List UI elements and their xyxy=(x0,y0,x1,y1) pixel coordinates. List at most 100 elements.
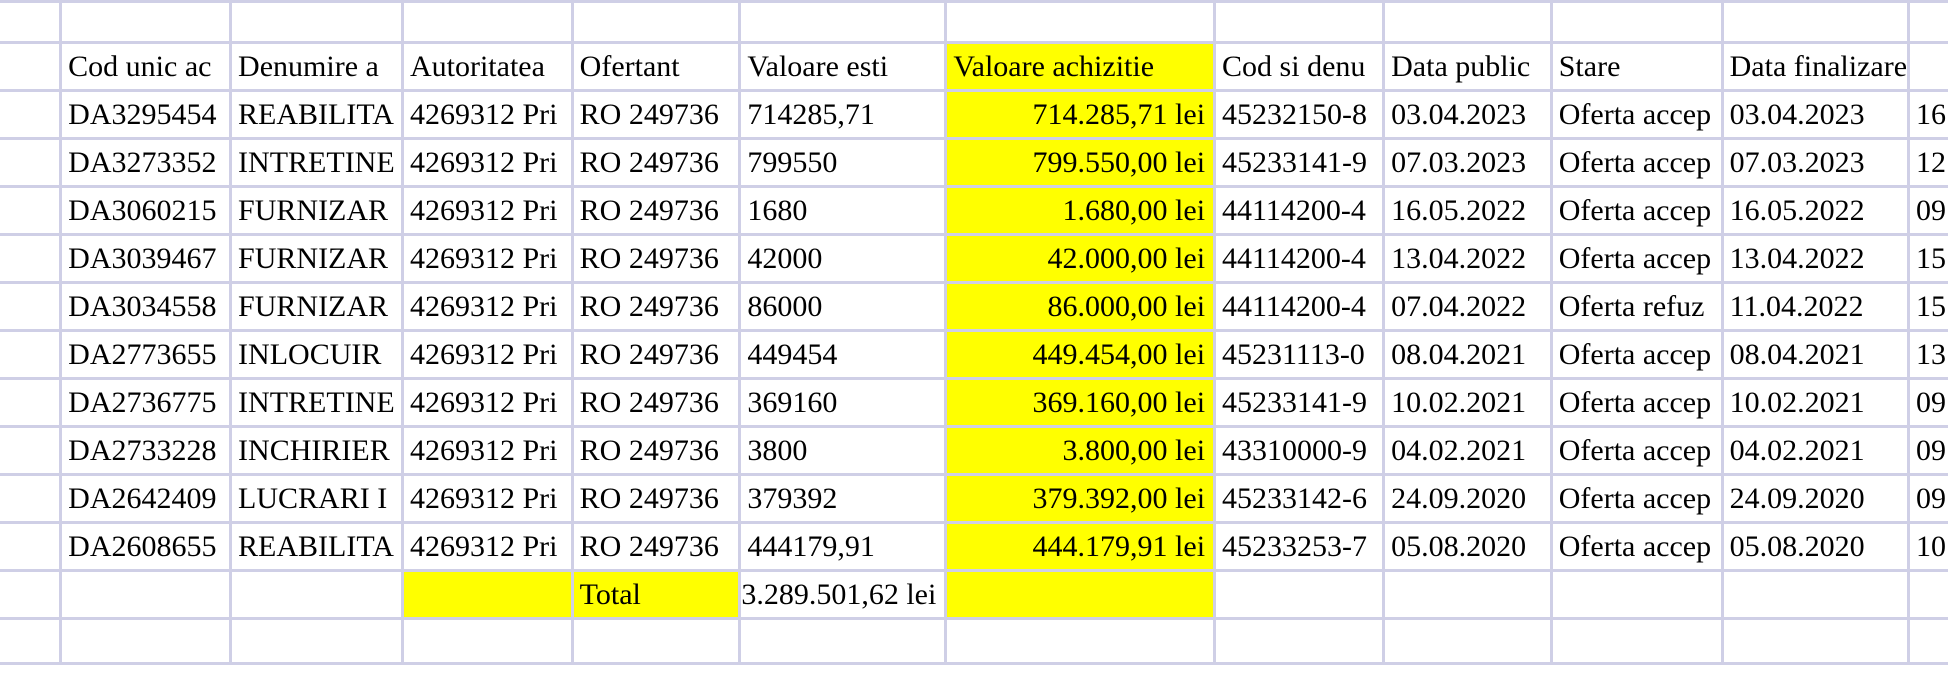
cell-cod-cpv[interactable]: 44114200-4 xyxy=(1213,281,1386,332)
row-header-cell[interactable] xyxy=(0,0,63,44)
cell-data-publicare[interactable]: 13.04.2022 xyxy=(1382,233,1553,284)
cell-data-finalizare[interactable]: 13.04.2022 xyxy=(1720,233,1911,284)
cell-data-publicare[interactable]: 10.02.2021 xyxy=(1382,377,1553,428)
cell-autoritatea[interactable]: 4269312 Pri xyxy=(400,329,574,380)
cell[interactable] xyxy=(229,0,404,44)
cell-valoare-estimata[interactable]: 449454 xyxy=(738,329,948,380)
cell-next[interactable]: 13 xyxy=(1907,329,1948,380)
cell[interactable] xyxy=(1720,569,1911,620)
cell[interactable] xyxy=(738,617,948,665)
cell-next[interactable]: 09 xyxy=(1907,473,1948,524)
cell-ofertant[interactable]: RO 249736 xyxy=(570,89,742,140)
cell-next[interactable]: 12 xyxy=(1907,137,1948,188)
cell-data-publicare[interactable]: 04.02.2021 xyxy=(1382,425,1553,476)
cell-data-finalizare[interactable]: 03.04.2023 xyxy=(1720,89,1911,140)
cell-autoritatea[interactable]: 4269312 Pri xyxy=(400,137,574,188)
cell-valoare-achizitie[interactable]: 449.454,00 lei xyxy=(944,329,1217,380)
cell[interactable] xyxy=(1720,0,1911,44)
header-cell-denumire[interactable]: Denumire a xyxy=(229,41,404,92)
cell-autoritatea[interactable]: 4269312 Pri xyxy=(400,185,574,236)
cell-cod-cpv[interactable]: 45233142-6 xyxy=(1213,473,1386,524)
cell[interactable] xyxy=(1907,617,1948,665)
row-header-cell[interactable] xyxy=(0,377,63,428)
cell-next[interactable]: 15 xyxy=(1907,233,1948,284)
row-header-cell[interactable] xyxy=(0,329,63,380)
cell[interactable] xyxy=(1382,569,1553,620)
cell[interactable] xyxy=(1549,0,1724,44)
cell-data-finalizare[interactable]: 11.04.2022 xyxy=(1720,281,1911,332)
cell-autoritatea[interactable]: 4269312 Pri xyxy=(400,425,574,476)
header-cell-data-publicare[interactable]: Data public xyxy=(1382,41,1553,92)
cell-valoare-achizitie[interactable]: 369.160,00 lei xyxy=(944,377,1217,428)
cell-next[interactable]: 09 xyxy=(1907,185,1948,236)
cell-autoritatea[interactable]: 4269312 Pri xyxy=(400,281,574,332)
cell-stare[interactable]: Oferta accep xyxy=(1549,89,1724,140)
cell-valoare-achizitie[interactable]: 714.285,71 lei xyxy=(944,89,1217,140)
cell-autoritatea[interactable]: 4269312 Pri xyxy=(400,473,574,524)
row-header-cell[interactable] xyxy=(0,185,63,236)
cell-valoare-estimata[interactable]: 3800 xyxy=(738,425,948,476)
cell-ofertant[interactable]: RO 249736 xyxy=(570,281,742,332)
row-header-cell[interactable] xyxy=(0,617,63,665)
cell-data-publicare[interactable]: 07.03.2023 xyxy=(1382,137,1553,188)
row-header-cell[interactable] xyxy=(0,89,63,140)
cell-next[interactable]: 10 xyxy=(1907,521,1948,572)
cell-stare[interactable]: Oferta refuz xyxy=(1549,281,1724,332)
cell-ofertant[interactable]: RO 249736 xyxy=(570,329,742,380)
cell-cod-unic[interactable]: DA2736775 xyxy=(59,377,233,428)
cell[interactable] xyxy=(400,569,574,620)
cell-cod-unic[interactable]: DA3039467 xyxy=(59,233,233,284)
cell-valoare-estimata[interactable]: 379392 xyxy=(738,473,948,524)
cell-valoare-estimata[interactable]: 799550 xyxy=(738,137,948,188)
cell-denumire[interactable]: INTRETINE xyxy=(229,377,404,428)
cell-valoare-achizitie[interactable]: 1.680,00 lei xyxy=(944,185,1217,236)
cell-ofertant[interactable]: RO 249736 xyxy=(570,137,742,188)
cell-cod-cpv[interactable]: 45233141-9 xyxy=(1213,377,1386,428)
cell-denumire[interactable]: REABILITA xyxy=(229,89,404,140)
cell-valoare-estimata[interactable]: 42000 xyxy=(738,233,948,284)
header-cell-ofertant[interactable]: Ofertant xyxy=(570,41,742,92)
cell-cod-unic[interactable]: DA2608655 xyxy=(59,521,233,572)
cell[interactable] xyxy=(944,569,1217,620)
cell[interactable] xyxy=(59,569,233,620)
header-cell-cod-si-denumire[interactable]: Cod si denu xyxy=(1213,41,1386,92)
cell-cod-unic[interactable]: DA2642409 xyxy=(59,473,233,524)
cell-cod-unic[interactable]: DA3273352 xyxy=(59,137,233,188)
row-header-cell[interactable] xyxy=(0,41,63,92)
cell-denumire[interactable]: INTRETINE xyxy=(229,137,404,188)
header-cell-autoritatea[interactable]: Autoritatea xyxy=(400,41,574,92)
cell[interactable] xyxy=(1382,617,1553,665)
cell[interactable] xyxy=(59,0,233,44)
cell-next[interactable]: 16 xyxy=(1907,89,1948,140)
row-header-cell[interactable] xyxy=(0,569,63,620)
row-header-cell[interactable] xyxy=(0,281,63,332)
cell-denumire[interactable]: REABILITA xyxy=(229,521,404,572)
cell-cod-cpv[interactable]: 45231113-0 xyxy=(1213,329,1386,380)
cell-stare[interactable]: Oferta accep xyxy=(1549,185,1724,236)
cell-cod-cpv[interactable]: 45233141-9 xyxy=(1213,137,1386,188)
cell-cod-cpv[interactable]: 44114200-4 xyxy=(1213,185,1386,236)
cell[interactable] xyxy=(1213,0,1386,44)
cell-stare[interactable]: Oferta accep xyxy=(1549,473,1724,524)
cell[interactable] xyxy=(1382,0,1553,44)
cell-data-publicare[interactable]: 24.09.2020 xyxy=(1382,473,1553,524)
cell[interactable] xyxy=(400,617,574,665)
cell-data-finalizare[interactable]: 10.02.2021 xyxy=(1720,377,1911,428)
header-cell-valoare-achizitie[interactable]: Valoare achizitie xyxy=(944,41,1217,92)
cell-cod-cpv[interactable]: 45232150-8 xyxy=(1213,89,1386,140)
cell[interactable] xyxy=(1549,569,1724,620)
cell[interactable] xyxy=(738,0,948,44)
cell-valoare-estimata[interactable]: 86000 xyxy=(738,281,948,332)
cell[interactable] xyxy=(944,617,1217,665)
cell-denumire[interactable]: LUCRARI I xyxy=(229,473,404,524)
cell-next[interactable]: 15 xyxy=(1907,281,1948,332)
cell[interactable] xyxy=(400,0,574,44)
cell[interactable] xyxy=(1549,617,1724,665)
cell-stare[interactable]: Oferta accep xyxy=(1549,425,1724,476)
cell-valoare-achizitie[interactable]: 444.179,91 lei xyxy=(944,521,1217,572)
cell-data-publicare[interactable]: 05.08.2020 xyxy=(1382,521,1553,572)
cell-autoritatea[interactable]: 4269312 Pri xyxy=(400,233,574,284)
header-cell-data-finalizare[interactable]: Data finalizare xyxy=(1720,41,1911,92)
cell-valoare-estimata[interactable]: 444179,91 xyxy=(738,521,948,572)
cell-stare[interactable]: Oferta accep xyxy=(1549,521,1724,572)
